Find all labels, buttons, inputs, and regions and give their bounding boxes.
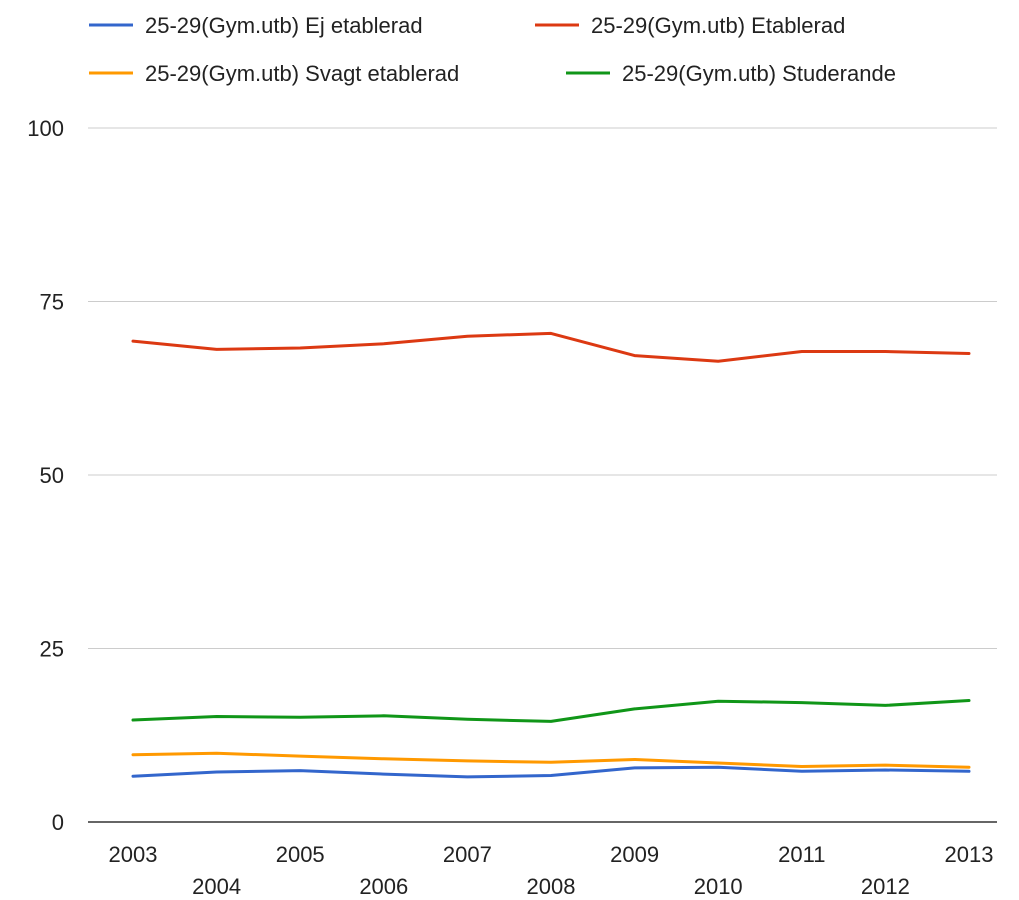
legend-label: 25-29(Gym.utb) Studerande: [622, 61, 896, 86]
series-2-point: [382, 342, 386, 346]
series-line-1: [131, 765, 971, 779]
series-4-point: [883, 703, 887, 707]
series-1-point: [131, 774, 135, 778]
y-axis-ticks: 0 25 50 75 100: [27, 116, 64, 835]
y-tick-label: 0: [52, 810, 64, 835]
legend: 25-29(Gym.utb) Ej etablerad 25-29(Gym.utb…: [89, 13, 896, 86]
series-4-point: [800, 701, 804, 705]
series-1-point: [215, 770, 219, 774]
series-2-point: [633, 354, 637, 358]
series-1-point: [298, 769, 302, 773]
legend-label: 25-29(Gym.utb) Etablerad: [591, 13, 845, 38]
y-tick-label: 25: [40, 637, 64, 662]
series-line-3: [131, 751, 971, 769]
series-line-2: [131, 331, 971, 363]
series-3-point: [883, 763, 887, 767]
y-tick-label: 50: [40, 463, 64, 488]
x-tick-label: 2007: [443, 842, 492, 867]
series-3-point: [800, 764, 804, 768]
series-3-point: [465, 759, 469, 763]
series-2-point: [465, 334, 469, 338]
series-1-point: [967, 769, 971, 773]
y-tick-label: 100: [27, 116, 64, 141]
series-2-point: [549, 331, 553, 335]
series-2-point: [967, 352, 971, 356]
legend-label: 25-29(Gym.utb) Svagt etablerad: [145, 61, 459, 86]
series-1-point: [716, 765, 720, 769]
series-4-point: [131, 718, 135, 722]
series-4-point: [633, 707, 637, 711]
series-3-point: [716, 761, 720, 765]
series-4-point: [465, 717, 469, 721]
grid-lines: [88, 127, 997, 823]
series-2-point: [716, 359, 720, 363]
x-tick-label: 2011: [778, 842, 825, 867]
x-tick-label: 2006: [359, 874, 408, 899]
series-3-point: [215, 751, 219, 755]
series-4-point: [382, 714, 386, 718]
legend-item-1: 25-29(Gym.utb) Ej etablerad: [89, 13, 423, 38]
x-tick-label: 2009: [610, 842, 659, 867]
x-tick-label: 2003: [109, 842, 158, 867]
series-3-point: [298, 754, 302, 758]
series-1-point: [800, 769, 804, 773]
series-1-point: [382, 772, 386, 776]
series-2-point: [298, 346, 302, 350]
series-4-point: [298, 715, 302, 719]
x-axis-ticks: 2003 2004 2005 2006 2007 2008 2009 2010 2011 2012…: [109, 842, 994, 899]
series-3-point: [633, 758, 637, 762]
series-3-point: [382, 757, 386, 761]
series-4-point: [215, 715, 219, 719]
series-2-point: [883, 349, 887, 353]
series-1-point: [465, 775, 469, 779]
series-3-point: [549, 760, 553, 764]
series-3-point: [967, 765, 971, 769]
series-1-point: [633, 766, 637, 770]
series-2-point: [131, 339, 135, 343]
x-tick-label: 2004: [192, 874, 241, 899]
legend-label: 25-29(Gym.utb) Ej etablerad: [145, 13, 423, 38]
series-1-point: [549, 774, 553, 778]
series-4-point: [549, 719, 553, 723]
series-line-4: [131, 699, 971, 723]
series-2-point: [800, 349, 804, 353]
series-2-point: [215, 347, 219, 351]
series-4-point: [716, 699, 720, 703]
legend-item-3: 25-29(Gym.utb) Svagt etablerad: [89, 61, 459, 86]
series-lines: [131, 331, 971, 779]
x-tick-label: 2013: [945, 842, 994, 867]
x-tick-label: 2008: [527, 874, 576, 899]
y-tick-label: 75: [40, 290, 64, 315]
x-tick-label: 2012: [861, 874, 910, 899]
series-1-point: [883, 768, 887, 772]
legend-item-4: 25-29(Gym.utb) Studerande: [566, 61, 896, 86]
x-tick-label: 2010: [694, 874, 743, 899]
series-4-point: [967, 699, 971, 703]
x-tick-label: 2005: [276, 842, 325, 867]
legend-item-2: 25-29(Gym.utb) Etablerad: [535, 13, 845, 38]
series-3-point: [131, 753, 135, 757]
